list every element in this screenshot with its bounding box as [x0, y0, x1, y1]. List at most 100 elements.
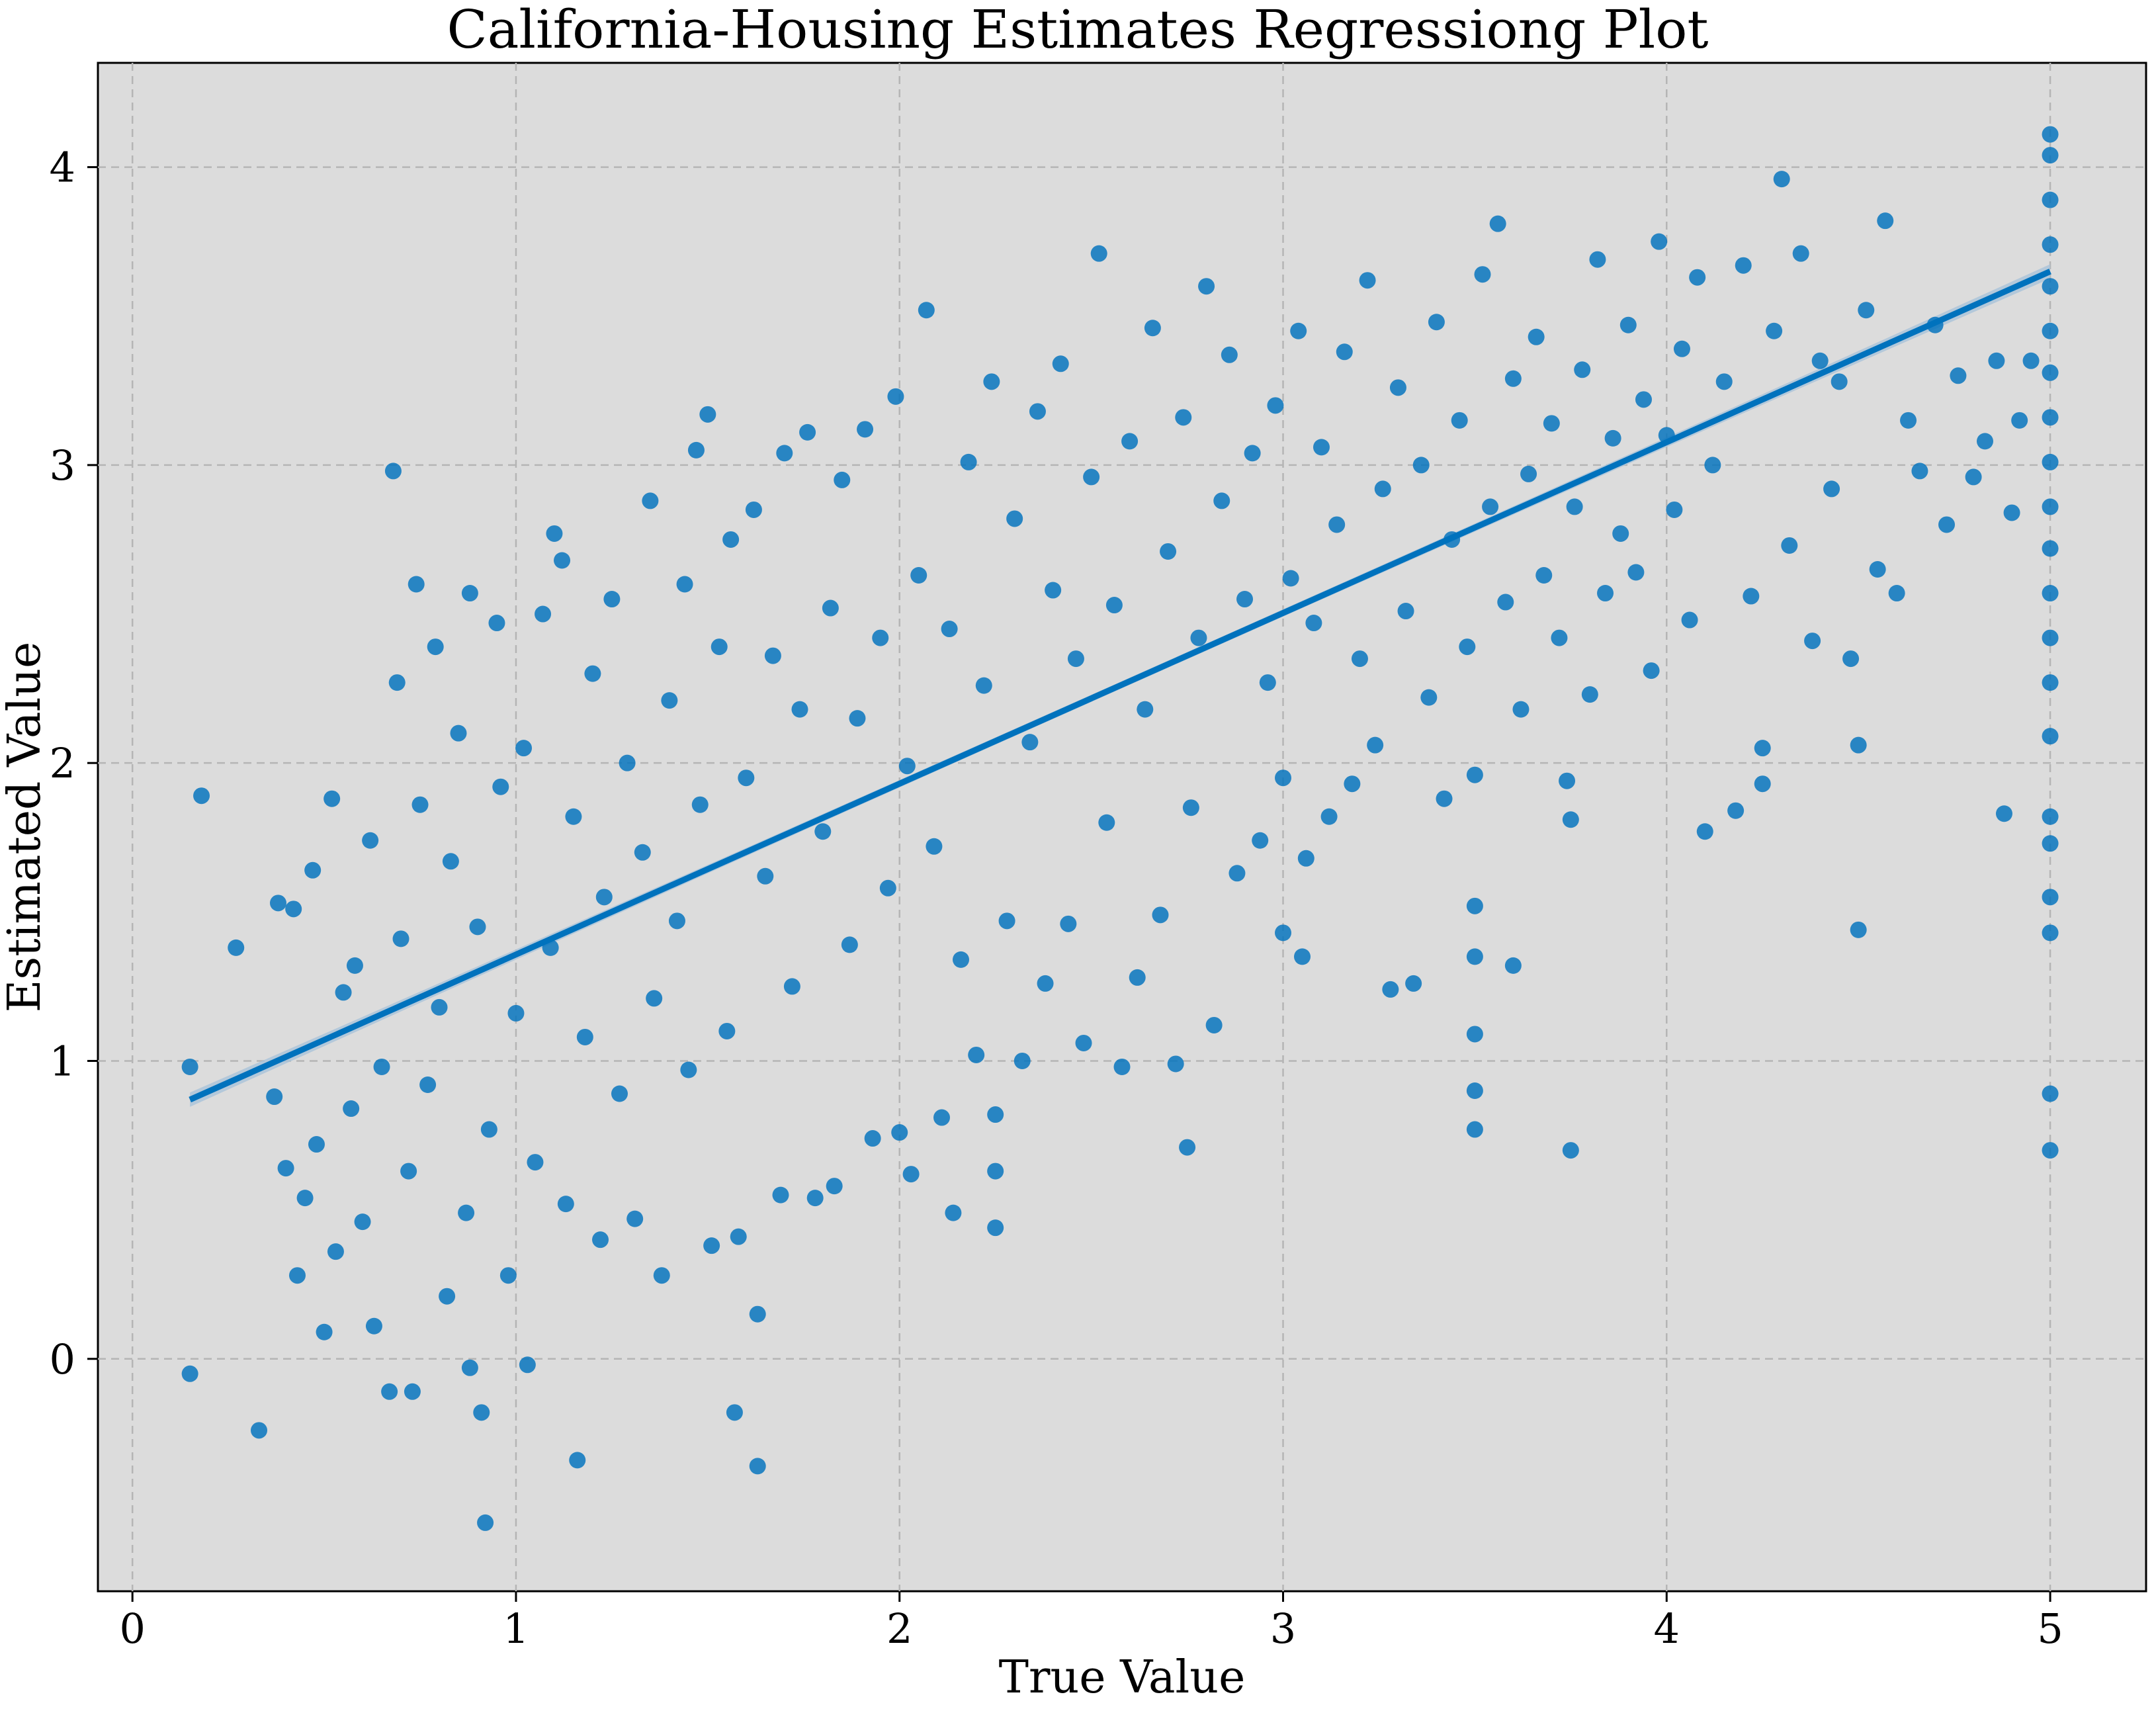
scatter-point	[1911, 462, 1928, 480]
scatter-point	[1965, 468, 1982, 486]
scatter-point	[661, 692, 678, 709]
scatter-point	[941, 621, 958, 638]
scatter-point	[1635, 391, 1652, 408]
scatter-point	[288, 1267, 306, 1284]
scatter-point	[584, 665, 601, 682]
scatter-point	[343, 1100, 360, 1118]
scatter-point	[1781, 537, 1798, 554]
scatter-point	[764, 647, 781, 664]
scatter-point	[1696, 823, 1713, 840]
scatter-point	[1075, 1034, 1092, 1051]
scatter-point	[2042, 924, 2059, 942]
scatter-point	[492, 778, 509, 795]
scatter-point	[1297, 850, 1315, 867]
scatter-point	[404, 1383, 421, 1400]
scatter-point	[2042, 1085, 2059, 1102]
scatter-point	[646, 990, 663, 1007]
scatter-point	[327, 1243, 344, 1260]
scatter-point	[1282, 570, 1299, 587]
scatter-point	[1735, 257, 1752, 274]
regression-line-group	[189, 269, 2051, 1103]
scatter-point	[346, 957, 363, 974]
scatter-point	[1137, 701, 1154, 718]
scatter-point	[546, 525, 563, 542]
scatter-point	[849, 710, 866, 727]
scatter-point	[642, 492, 659, 509]
x-tick-label: 3	[1270, 1604, 1296, 1653]
scatter-point	[1497, 593, 1514, 611]
scatter-point	[1666, 501, 1683, 518]
scatter-point	[1259, 674, 1276, 691]
scatter-point	[308, 1136, 325, 1153]
scatter-point	[2042, 278, 2059, 295]
scatter-point	[439, 1288, 456, 1305]
scatter-point	[814, 823, 832, 840]
scatter-point	[864, 1130, 881, 1147]
scatter-point	[1597, 585, 1614, 602]
scatter-point	[269, 895, 286, 912]
scatter-point	[1198, 278, 1215, 295]
scatter-point	[1213, 492, 1230, 509]
scatter-point	[1083, 468, 1100, 486]
scatter-point	[1850, 921, 1867, 938]
scatter-point	[918, 302, 935, 319]
scatter-point	[1612, 525, 1629, 542]
scatter-point	[554, 552, 571, 569]
scatter-point	[1651, 233, 1668, 250]
scatter-point	[1869, 560, 1886, 578]
scatter-point	[1252, 832, 1269, 849]
scatter-point	[565, 808, 582, 825]
scatter-point	[1988, 352, 2005, 369]
scatter-point	[1459, 638, 1476, 656]
scatter-point	[634, 844, 651, 861]
scatter-point	[1152, 906, 1169, 924]
scatter-point	[400, 1163, 417, 1180]
scatter-point	[987, 1106, 1004, 1123]
scatter-point	[1167, 1055, 1184, 1073]
scatter-point	[285, 900, 302, 918]
scatter-point	[480, 1121, 497, 1138]
scatter-point	[1006, 510, 1023, 527]
scatter-point	[898, 758, 916, 775]
scatter-point	[1743, 588, 1760, 605]
scatter-point	[1562, 1142, 1579, 1159]
scatter-point	[1229, 865, 1246, 882]
scatter-point	[1888, 585, 1905, 602]
scatter-point	[1412, 457, 1430, 474]
x-axis-ticks: 0 1 2 3 4 5	[119, 1591, 2063, 1653]
scatter-point	[1221, 346, 1238, 363]
scatter-point	[1436, 790, 1453, 807]
scatter-point	[2042, 835, 2059, 852]
scatter-point	[1029, 403, 1046, 420]
scatter-point	[373, 1058, 390, 1075]
scatter-point	[1877, 212, 1894, 230]
y-tick-label: 3	[50, 441, 75, 490]
scatter-point	[193, 787, 210, 805]
scatter-point	[1236, 591, 1254, 608]
scatter-point	[983, 373, 1000, 390]
scatter-point	[1474, 266, 1491, 283]
scatter-point	[1466, 1082, 1483, 1100]
scatter-point	[335, 984, 352, 1001]
scatter-point	[2042, 629, 2059, 646]
scatter-point	[381, 1383, 398, 1400]
scatter-point	[354, 1213, 371, 1231]
scatter-point	[887, 388, 904, 405]
scatter-point	[1804, 633, 1821, 650]
scatter-point	[1451, 412, 1468, 429]
scatter-point	[469, 918, 486, 936]
scatter-point	[1290, 322, 1307, 339]
scatter-point	[1144, 320, 1161, 337]
scatter-point	[745, 501, 762, 518]
scatter-point	[1995, 805, 2012, 822]
scatter-point	[1504, 370, 1522, 387]
scatter-point	[1528, 328, 1545, 345]
scatter-point	[461, 1359, 478, 1376]
scatter-point	[1604, 429, 1621, 447]
scatter-point	[1792, 245, 1809, 262]
scatter-point	[2042, 889, 2059, 906]
scatter-point	[1727, 802, 1745, 819]
scatter-point	[304, 861, 322, 879]
y-axis-label: Estimated Value	[0, 642, 51, 1013]
